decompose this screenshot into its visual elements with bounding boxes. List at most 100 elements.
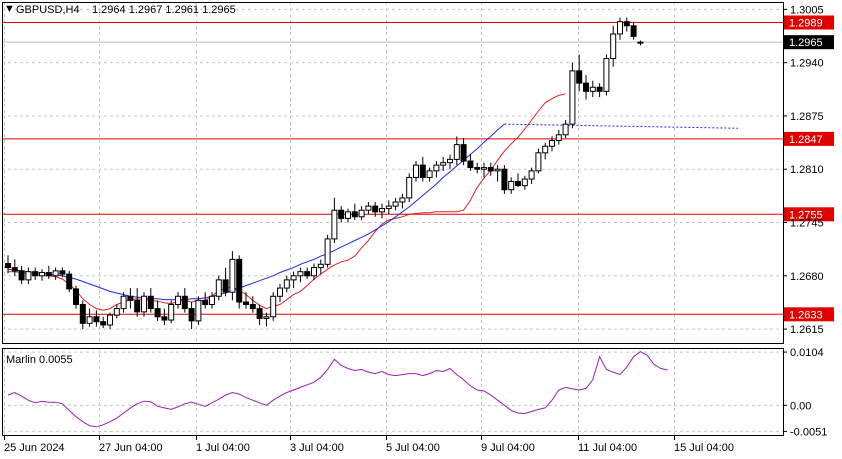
osc-y-tick-label: 0.00 [790, 400, 811, 412]
candle [467, 154, 474, 171]
level-label: 1.2633 [789, 309, 823, 321]
candle-body [11, 267, 18, 272]
candle [154, 300, 161, 321]
candle [515, 173, 521, 188]
x-tick-label: 27 Jun 04:00 [99, 442, 163, 454]
candle-body [304, 271, 311, 277]
candle [215, 275, 222, 301]
candle-body [311, 267, 317, 277]
candle-body [243, 301, 249, 305]
candle-body [440, 162, 447, 166]
candle-body [147, 295, 154, 310]
candle [256, 304, 263, 325]
candle-body [630, 25, 637, 37]
candle [555, 129, 562, 145]
y-tick-label: 1.2680 [790, 271, 824, 283]
symbol-menu-icon[interactable]: ▼ [4, 3, 15, 15]
y-tick-label: 1.2875 [790, 111, 824, 123]
candle-body [549, 140, 555, 147]
horizontal-levels: 1.2989 1.2847 1.2755 1.2633 1.2965 [2, 15, 834, 322]
chart-frame [2, 2, 784, 436]
symbol-timeframe: GBPUSD,H4 [16, 4, 80, 16]
candle-body [562, 123, 569, 136]
candle-body [297, 271, 304, 277]
level-label: 1.2989 [789, 17, 823, 29]
candle-body [413, 164, 419, 178]
candle-body [351, 211, 358, 218]
y-tick-label: 1.2615 [790, 324, 824, 336]
candle-body [107, 314, 113, 326]
candle [623, 17, 630, 32]
candle-body [487, 167, 494, 172]
x-tick-label: 15 Jul 04:00 [674, 442, 734, 454]
x-tick-label: 5 Jul 04:00 [386, 442, 440, 454]
candle-body [263, 316, 270, 319]
candle-body [358, 209, 365, 218]
candle [73, 285, 79, 309]
candle [617, 17, 623, 40]
candle-body [161, 316, 168, 321]
candle [209, 292, 215, 309]
candle-body [453, 144, 460, 160]
candle [18, 265, 25, 284]
marlin-line [7, 351, 668, 428]
candle [317, 259, 324, 275]
osc-y-tick-label: 0.0104 [790, 347, 824, 359]
axes: 25 Jun 2024 27 Jun 04:00 1 Jul 04:00 3 Jul … [4, 4, 827, 454]
candle-body [596, 86, 603, 92]
candle [202, 292, 209, 309]
candle-body [555, 134, 562, 142]
candle [168, 300, 175, 324]
candle [603, 54, 610, 96]
candle [596, 83, 603, 98]
candle [433, 161, 440, 178]
candle-body [290, 275, 297, 281]
candle [358, 206, 365, 221]
candle-body [256, 308, 263, 319]
candle [11, 259, 18, 276]
candle-body [45, 272, 52, 277]
candle-body [79, 303, 86, 324]
x-tick-label: 3 Jul 04:00 [290, 442, 344, 454]
level-label: 1.2755 [789, 209, 823, 221]
candle [324, 234, 331, 268]
candle-body [86, 316, 93, 324]
candle-body [39, 272, 45, 277]
moving-averages [7, 93, 739, 311]
candle [297, 267, 304, 283]
candle [392, 197, 399, 211]
candle-body [426, 170, 433, 178]
candle-body [202, 299, 209, 305]
candle [161, 308, 168, 325]
candle-body [331, 209, 338, 240]
candle-body [345, 211, 351, 219]
candle-body [583, 82, 589, 92]
candle [413, 161, 419, 182]
candle-body [5, 262, 11, 269]
candle-body [399, 197, 406, 203]
candle [549, 136, 555, 152]
candle [372, 202, 379, 217]
candle-body [385, 205, 392, 210]
candle [576, 54, 583, 92]
candle [32, 267, 39, 280]
candle [52, 267, 59, 280]
candle [589, 80, 596, 98]
candle [147, 288, 154, 313]
candle [481, 162, 487, 178]
candle-body [447, 158, 453, 164]
candle-body [406, 176, 413, 199]
candle-body [188, 308, 195, 322]
candle-body [195, 299, 202, 322]
candle [474, 162, 481, 174]
candle [440, 156, 447, 171]
candle [175, 292, 181, 309]
candle-body [25, 271, 32, 281]
candle [107, 312, 113, 330]
candle [249, 296, 256, 313]
candle [243, 292, 249, 309]
candle [181, 288, 188, 313]
candle [419, 156, 426, 182]
candle-body [338, 209, 345, 219]
